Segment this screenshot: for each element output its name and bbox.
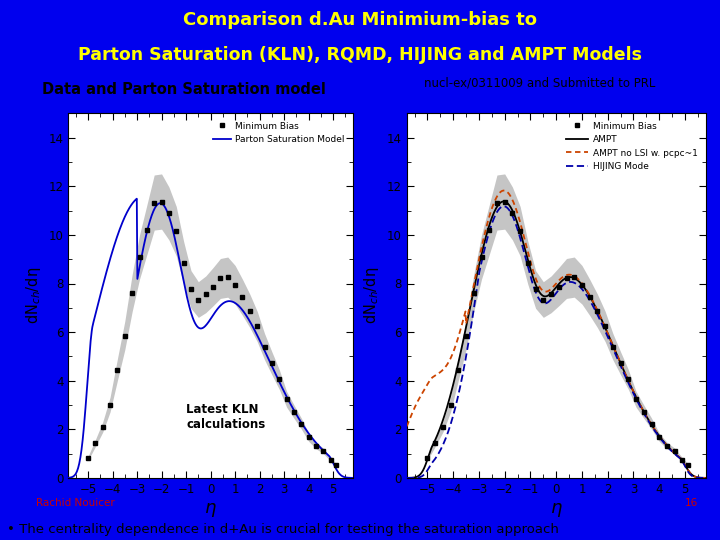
Y-axis label: dN$_{ch}$/dη: dN$_{ch}$/dη	[24, 267, 43, 325]
X-axis label: η: η	[205, 498, 216, 517]
Text: Rachid Nouicer: Rachid Nouicer	[36, 498, 114, 508]
Text: Parton Saturation (KLN), RQMD, HIJING and AMPT Models: Parton Saturation (KLN), RQMD, HIJING an…	[78, 46, 642, 64]
Legend: Minimum Bias, Parton Saturation Model: Minimum Bias, Parton Saturation Model	[209, 118, 348, 147]
Text: Data and Parton Saturation model: Data and Parton Saturation model	[42, 82, 325, 97]
Y-axis label: dN$_{ch}$/dη: dN$_{ch}$/dη	[362, 267, 382, 325]
Text: Latest KLN
calculations: Latest KLN calculations	[186, 403, 266, 431]
Text: nucl-ex/0311009 and Submitted to PRL: nucl-ex/0311009 and Submitted to PRL	[424, 76, 656, 90]
Text: Comparison d.Au Minimium-bias to: Comparison d.Au Minimium-bias to	[183, 11, 537, 29]
Legend: Minimum Bias, AMPT, AMPT no LSI w. pcpc~1, HIJING Mode: Minimum Bias, AMPT, AMPT no LSI w. pcpc~…	[562, 118, 701, 174]
Text: 16: 16	[685, 498, 698, 508]
Text: • The centrality dependence in d+Au is crucial for testing the saturation approa: • The centrality dependence in d+Au is c…	[7, 523, 559, 536]
X-axis label: η: η	[551, 498, 562, 517]
